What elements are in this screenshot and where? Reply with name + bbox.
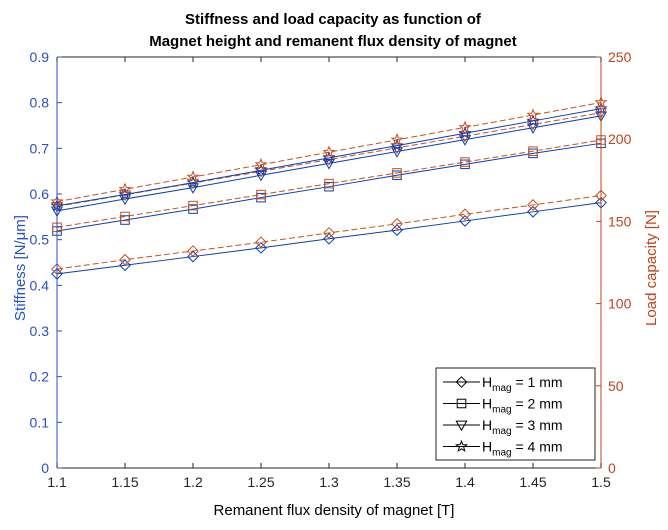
- legend-item-2: Hmag = 2 mm: [443, 396, 563, 416]
- y-left-tick-label: 0.5: [30, 232, 50, 248]
- x-axis-label: Remanent flux density of magnet [T]: [214, 502, 455, 519]
- x-tick-label: 1.45: [519, 474, 546, 490]
- load-point: [392, 168, 402, 178]
- x-tick-label: 1.25: [247, 474, 274, 490]
- stiffness-point: [459, 215, 471, 227]
- stiffness-point: [119, 259, 131, 272]
- x-tick-label: 1.3: [319, 474, 339, 490]
- chart-title-line-2: Magnet height and remanent flux density …: [149, 33, 517, 50]
- y-right-tick-label: 0: [608, 460, 616, 476]
- load-point: [324, 178, 334, 189]
- load-point: [256, 189, 266, 200]
- y-left-tick-label: 0.8: [30, 95, 50, 111]
- stiffness-point: [255, 241, 267, 254]
- y-left-tick-label: 0.7: [30, 140, 50, 156]
- legend-item-4: Hmag = 4 mm: [443, 439, 563, 459]
- x-tick-label: 1.35: [383, 474, 410, 490]
- load-point: [118, 182, 132, 195]
- y-right-tick-label: 150: [608, 213, 632, 229]
- stiffness-point: [187, 250, 199, 263]
- legend-label: Hmag = 4 mm: [482, 439, 563, 459]
- x-tick-label: 1.1: [47, 474, 67, 490]
- y-right-tick-label: 200: [608, 131, 632, 147]
- y-right-tick-label: 50: [608, 378, 624, 394]
- stiffness-point: [527, 205, 539, 218]
- stiffness-point: [118, 187, 132, 200]
- stiffness-point: [254, 170, 268, 182]
- load-point: [460, 157, 470, 167]
- stiffness-point: [186, 183, 200, 194]
- load-point: [187, 245, 199, 257]
- stiffness-point: [526, 114, 540, 127]
- stiffness-point: [322, 159, 336, 170]
- load-line-series-2: [56, 139, 602, 228]
- x-tick-label: 1.4: [455, 474, 475, 490]
- stiffness-point: [254, 163, 268, 176]
- load-point: [390, 133, 404, 146]
- load-point: [255, 236, 267, 249]
- stiffness-line-series-3: [56, 115, 602, 212]
- load-point: [188, 200, 198, 211]
- legend-marker: [454, 439, 469, 453]
- y-left-tick-label: 0: [41, 460, 49, 476]
- load-point: [526, 108, 540, 121]
- stiffness-point: [391, 224, 403, 236]
- stiffness-point: [323, 232, 335, 245]
- y-left-tick-label: 0.2: [30, 369, 50, 385]
- load-point: [119, 253, 131, 266]
- y-left-tick-label: 0.3: [30, 323, 50, 339]
- load-point: [527, 199, 539, 211]
- x-tick-label: 1.2: [183, 474, 203, 490]
- legend-item-3: Hmag = 3 mm: [443, 417, 563, 437]
- y-left-tick-label: 0.6: [30, 186, 50, 202]
- legend-marker: [456, 398, 467, 409]
- load-point: [120, 211, 130, 222]
- legend-marker: [455, 420, 468, 432]
- legend-label: Hmag = 1 mm: [482, 374, 563, 394]
- y-axis-right-label: Load capacity [N]: [643, 210, 660, 326]
- stiffness-point: [118, 194, 132, 206]
- load-point: [458, 120, 472, 133]
- stiffness-point: [458, 126, 472, 139]
- x-tick-label: 1.5: [591, 474, 611, 490]
- y-left-tick-label: 0.4: [30, 277, 50, 293]
- load-point: [459, 208, 471, 221]
- load-point: [323, 227, 335, 239]
- stiffness-point: [322, 151, 336, 164]
- axes-layer: 1.1 1.15 1.2 1.25 1.3 1.35 1.4 1.45 1.500.10.20.…: [30, 49, 632, 490]
- load-point: [254, 157, 268, 171]
- chart-title-line-1: Stiffness and load capacity as function …: [185, 11, 482, 28]
- stiffness-point: [186, 175, 200, 189]
- y-left-tick-label: 0.1: [30, 414, 50, 430]
- x-tick-label: 1.15: [111, 474, 138, 490]
- y-right-tick-label: 100: [608, 296, 632, 312]
- stiffness-line-series-2: [56, 142, 602, 232]
- load-point: [528, 146, 538, 156]
- legend-label: Hmag = 2 mm: [482, 396, 563, 416]
- stiffness-point: [390, 138, 404, 152]
- stiffness-point: [526, 123, 540, 134]
- y-axis-left-label: Stiffness [N/μm]: [12, 215, 29, 321]
- load-point: [322, 145, 336, 158]
- y-left-tick-label: 0.9: [30, 49, 50, 65]
- load-point: [391, 217, 403, 230]
- y-right-tick-label: 250: [608, 49, 632, 65]
- stiffness-line-series-4: [56, 108, 602, 207]
- legend-item-1: Hmag = 1 mm: [443, 374, 563, 394]
- load-point: [186, 170, 200, 183]
- load-line-series-4: [56, 102, 602, 203]
- legend-label: Hmag = 3 mm: [482, 417, 563, 437]
- data-layer: [50, 95, 608, 280]
- legend-marker: [455, 376, 468, 388]
